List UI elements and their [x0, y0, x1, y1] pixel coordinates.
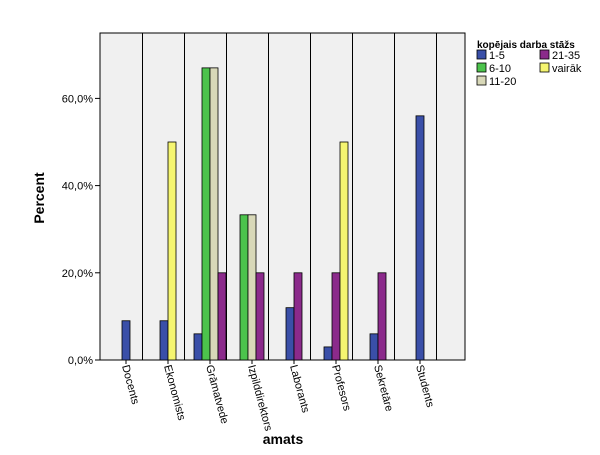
x-axis: Docents Ekonomists Grāmatvede Izpilddirekto… — [119, 360, 436, 433]
legend-swatch — [539, 49, 550, 60]
legend-swatch — [476, 62, 487, 73]
y-axis-title: Percent — [31, 172, 47, 224]
x-tick-label: Docents — [119, 364, 141, 407]
legend-label: vairāk — [552, 63, 582, 75]
bar-laborants-1-5 — [285, 307, 295, 361]
legend-label: 21-35 — [552, 50, 580, 62]
bar-docents-1-5 — [121, 320, 131, 361]
legend: kopējais darba stāžs 1-5 21-35 6-10 vairāk 1… — [476, 40, 582, 88]
legend-label: 11-20 — [489, 76, 516, 88]
bar-laborants-21-35 — [293, 272, 303, 361]
legend-swatch — [539, 62, 550, 73]
bar-izpilddirektors-11-20 — [247, 214, 257, 361]
bar-grāmatvede-21-35 — [217, 272, 227, 361]
bar-izpilddirektors-6-10 — [239, 214, 249, 361]
bar-izpilddirektors-21-35 — [255, 272, 265, 361]
x-tick-label: Sekretāre — [371, 364, 395, 413]
bar-grāmatvede-11-20 — [209, 67, 219, 361]
y-tick-label: 20,0% — [62, 268, 93, 280]
y-axis: 0,0% 20,0% 40,0% 60,0% — [62, 93, 100, 367]
bar-profesors-1-5 — [323, 346, 333, 361]
bar-sekretāre-1-5 — [369, 333, 379, 361]
legend-swatch — [476, 49, 487, 60]
bar-sekretāre-21-35 — [377, 272, 387, 361]
x-tick-label: Grāmatvede — [203, 364, 230, 426]
bar-grāmatvede-6-10 — [201, 67, 211, 361]
bar-profesors-vairāk — [339, 141, 349, 361]
x-tick-label: Izpilddirektors — [245, 364, 274, 433]
plot-area — [99, 32, 466, 361]
legend-title: kopējais darba stāžs — [477, 40, 575, 51]
y-tick-label: 0,0% — [68, 355, 93, 367]
y-tick-label: 60,0% — [62, 93, 93, 105]
legend-label: 1-5 — [489, 50, 505, 62]
x-axis-title: amats — [263, 431, 304, 447]
category-dividers — [142, 33, 437, 360]
x-tick-label: Students — [413, 364, 436, 410]
bar-ekonomists-vairāk — [167, 141, 177, 361]
legend-swatch — [476, 75, 487, 86]
bar-students-1-5 — [415, 115, 425, 361]
x-tick-label: Ekonomists — [161, 364, 187, 423]
legend-label: 6-10 — [489, 63, 511, 75]
x-tick-label: Laborants — [287, 364, 311, 415]
y-tick-label: 40,0% — [62, 181, 93, 193]
x-tick-label: Profesors — [329, 364, 353, 413]
bar-grāmatvede-1-5 — [193, 333, 203, 361]
bar-ekonomists-1-5 — [159, 320, 169, 361]
bar-profesors-21-35 — [331, 272, 341, 361]
